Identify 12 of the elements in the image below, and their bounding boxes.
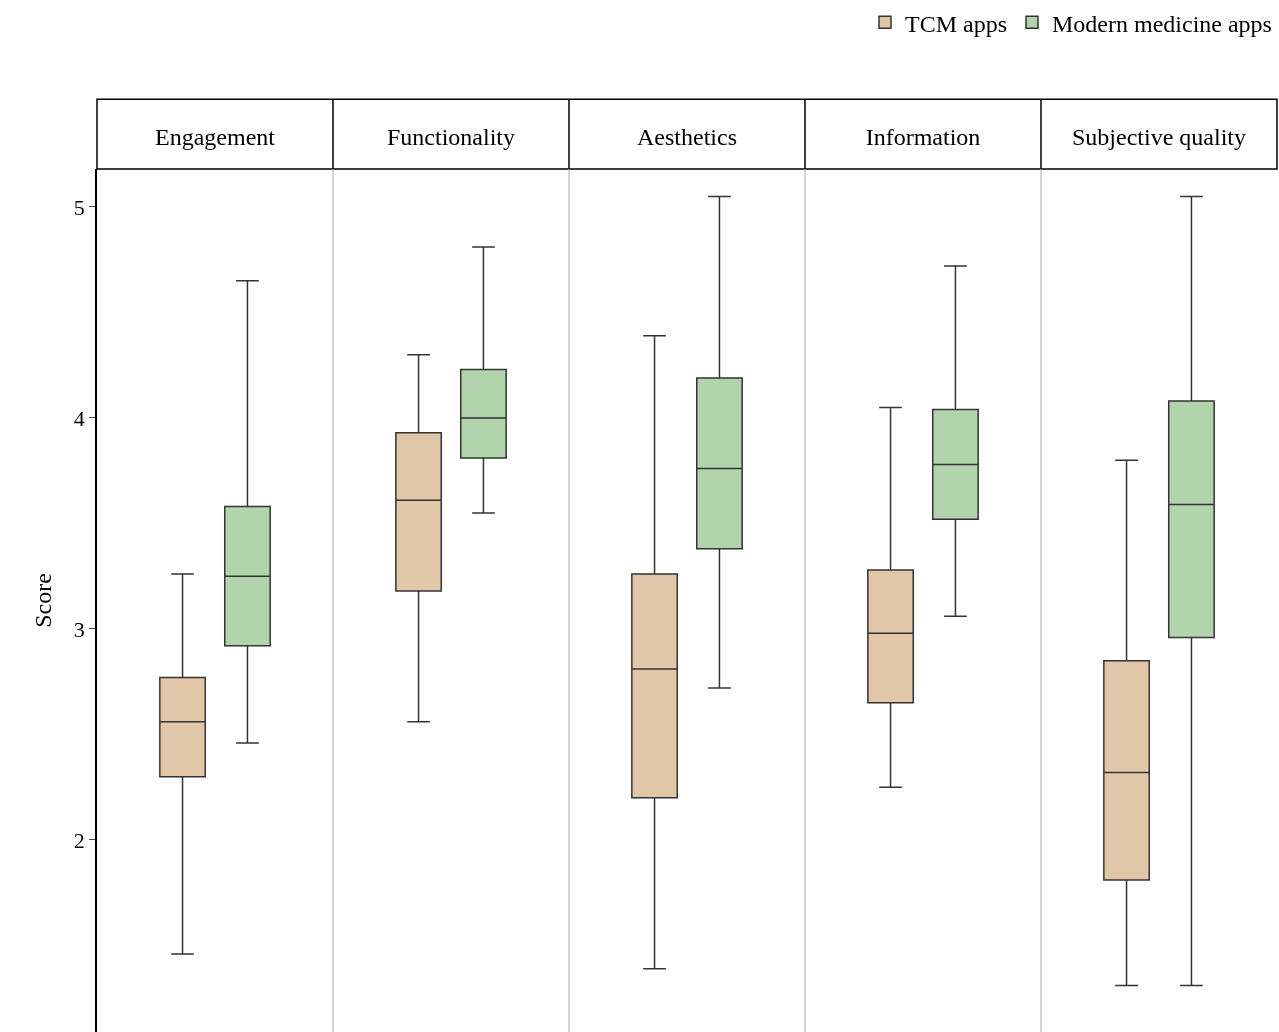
x-tick-label: Aesthetics [637,124,737,151]
y-tick-label: 2 [73,827,85,853]
legend-label: TCM apps [905,10,1007,37]
x-tick-label: Information [865,124,981,151]
y-tick-label: 4 [73,405,85,431]
x-tick-label: Engagement [155,124,276,151]
y-axis-title: Score [30,573,57,628]
x-tick-label: Subjective quality [1072,124,1246,151]
y-tick-label: 5 [73,194,85,220]
legend-label: Modern medicine apps [1052,10,1272,37]
x-tick-label: Functionality [387,124,515,151]
y-tick-label: 3 [73,616,85,642]
